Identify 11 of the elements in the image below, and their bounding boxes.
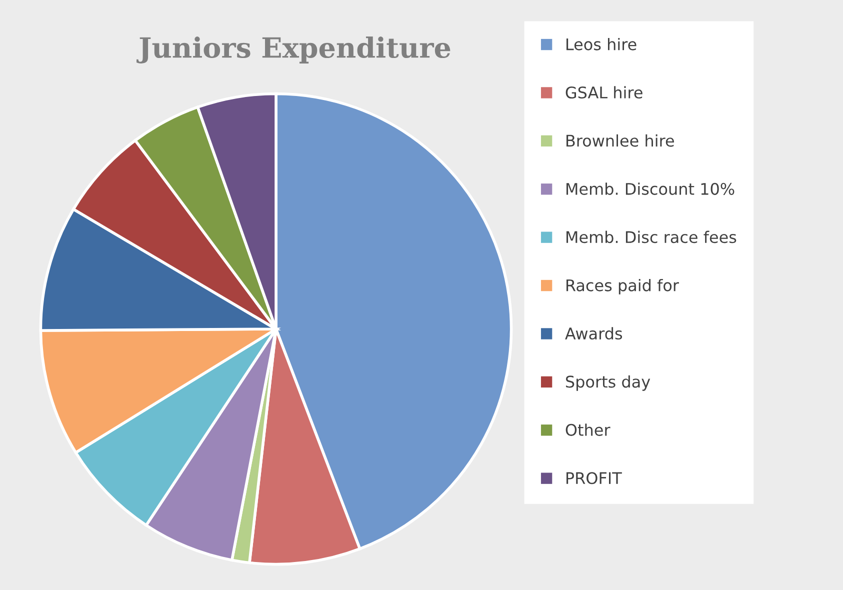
legend-label: Brownlee hire <box>566 134 674 147</box>
legend-label: Other <box>566 424 610 436</box>
legend-label: Sports day <box>566 375 650 391</box>
legend-label: Leos hire <box>566 38 636 50</box>
legend-label: PROFIT <box>566 472 622 484</box>
legend-label: GSAL hire <box>566 86 642 99</box>
text: Juniors Expenditure <box>136 36 450 64</box>
legend-label: Races paid for <box>566 278 680 294</box>
legend-label: Awards <box>565 327 622 340</box>
legend-label: Memb. Disc race fees <box>566 230 736 244</box>
legend-label: Memb. Discount 10% <box>566 182 734 195</box>
